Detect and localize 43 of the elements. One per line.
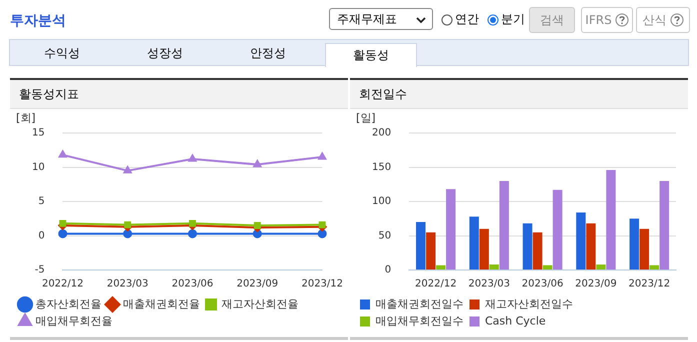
- x-tick-label: 2022/12: [415, 278, 457, 290]
- legend-label: 매출채권회전일수: [376, 297, 464, 310]
- x-tick-label: 2023/09: [575, 278, 617, 290]
- legend-label: 재고자산회전일수: [485, 297, 573, 310]
- legend-label: Cash Cycle: [485, 314, 546, 328]
- chart-title: 활동성지표: [10, 80, 348, 109]
- y-tick-label: 0: [384, 264, 392, 276]
- text: 산식: [636, 7, 690, 33]
- y-tick-label: 0: [38, 230, 45, 242]
- y-tick-label: 100: [372, 196, 392, 208]
- x-tick-label: 2023/12: [301, 278, 343, 290]
- text: 성장성: [146, 44, 184, 62]
- x-tick-label: 2023/12: [628, 278, 670, 290]
- y-tick-label: 10: [32, 162, 45, 173]
- text: IFRS: [581, 7, 633, 33]
- text: 안정성: [249, 44, 287, 62]
- x-tick-label: 2023/06: [522, 278, 564, 290]
- legend-label: 매출채권회전율: [123, 297, 200, 310]
- y-tick-label: 50: [378, 230, 392, 242]
- x-tick-label: 2023/06: [172, 278, 214, 290]
- x-tick-label: 2023/03: [106, 278, 148, 290]
- x-tick-label: 2023/09: [236, 278, 278, 290]
- text: 분기: [500, 11, 525, 28]
- legend-label: 총자산회전율: [36, 297, 102, 310]
- text: 연간: [454, 11, 479, 28]
- y-tick-label: -5: [34, 264, 45, 276]
- legend-label: 재고자산회전율: [222, 297, 298, 310]
- legend-label: 매입채무회전일수: [376, 314, 464, 328]
- text: 주재무제표: [329, 8, 433, 30]
- x-tick-label: 2022/12: [42, 278, 84, 290]
- chart-title: 회전일수: [350, 80, 688, 109]
- y-tick-label: 200: [372, 128, 392, 139]
- y-axis-title: [일]: [356, 111, 376, 124]
- y-axis-title: [회]: [16, 111, 36, 124]
- y-tick-label: 5: [38, 196, 45, 208]
- text: 수익성: [43, 44, 81, 62]
- text: 활동성: [325, 43, 417, 67]
- y-tick-label: 150: [372, 162, 392, 173]
- text: 투자분석: [10, 12, 66, 30]
- x-tick-label: 2023/03: [468, 278, 510, 290]
- text: 검색: [529, 7, 575, 33]
- y-tick-label: 15: [32, 128, 45, 139]
- legend-label: 매입채무회전율: [36, 314, 112, 328]
